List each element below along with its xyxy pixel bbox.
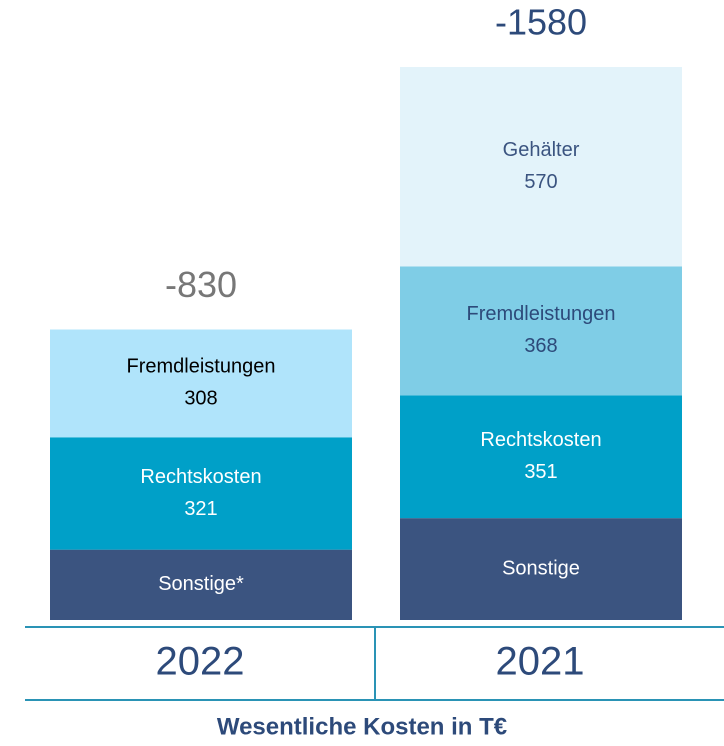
segment-label: Fremdleistungen [127, 356, 276, 378]
value-label: 368 [524, 335, 557, 357]
total-label: -830 [165, 264, 237, 305]
segment-label: Rechtskosten [140, 466, 261, 488]
bar-segment [50, 437, 352, 550]
value-label: 321 [184, 498, 217, 520]
segment-label: Rechtskosten [480, 429, 601, 451]
x-tick-label: 2021 [496, 640, 585, 684]
segment-label: Sonstige [502, 557, 580, 579]
chart-title: Wesentliche Kosten in T€ [217, 713, 507, 740]
total-label: -1580 [495, 2, 587, 43]
bar-segment [400, 67, 682, 267]
x-tick-label: 2022 [156, 640, 245, 684]
bar-segment [50, 549, 352, 620]
segment-label: Sonstige* [158, 573, 244, 595]
bar-segment [400, 266, 682, 396]
bar-segment [400, 395, 682, 519]
bar-segment [400, 518, 682, 620]
value-label: 308 [184, 388, 217, 410]
segment-label: Fremdleistungen [467, 303, 616, 325]
bar-segment [50, 329, 352, 438]
value-label: 570 [524, 171, 557, 193]
value-label: 351 [524, 461, 557, 483]
segment-label: Gehälter [503, 139, 580, 161]
